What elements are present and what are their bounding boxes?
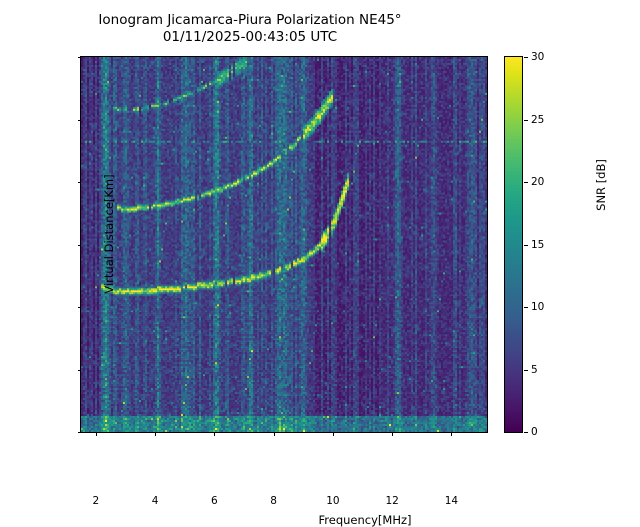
colorbar-gradient <box>505 57 522 432</box>
x-tick-label: 4 <box>151 495 159 507</box>
colorbar-tick-label: 30 <box>531 51 545 63</box>
x-tick-label: 8 <box>270 495 277 507</box>
x-tick-mark <box>332 432 334 436</box>
colorbar: 0 5 10 15 20 25 30 <box>504 51 544 438</box>
colorbar-tick-label: 0 <box>531 426 538 438</box>
x-tick-mark <box>392 432 394 436</box>
colorbar-tick-mark <box>524 369 528 371</box>
colorbar-tick-mark <box>524 307 528 308</box>
colorbar-tick-label: 15 <box>531 238 545 251</box>
y-tick-mark <box>77 307 81 308</box>
colorbar-tick-label: 5 <box>531 363 538 376</box>
colorbar-tick-mark <box>524 432 528 433</box>
y-tick-mark <box>77 369 81 371</box>
x-axis-label: Frequency[MHz] <box>318 513 412 527</box>
colorbar-tick-label: 20 <box>531 176 545 188</box>
chart-title: Ionogram Jicamarca-Piura Polarization NE… <box>98 12 402 45</box>
x-tick-label: 6 <box>211 495 218 507</box>
colorbar-tick-label: 25 <box>531 113 545 126</box>
y-tick-mark <box>77 182 81 183</box>
x-tick-label: 14 <box>444 495 459 507</box>
y-tick-mark <box>77 244 81 246</box>
colorbar-tick-mark <box>524 182 528 183</box>
x-tick-mark <box>155 432 157 436</box>
x-tick-mark <box>95 432 97 436</box>
x-tick-label: 10 <box>326 495 340 507</box>
y-tick-mark <box>77 432 81 433</box>
colorbar-label: SNR [dB] <box>594 159 608 211</box>
y-tick-mark <box>77 119 81 121</box>
x-tick-label: 2 <box>92 495 100 507</box>
y-tick-mark <box>77 57 81 58</box>
colorbar-tick-mark <box>524 119 528 121</box>
y-axis-label: Virtual Distance[Km] <box>102 174 116 294</box>
colorbar-tick-mark <box>524 57 528 58</box>
plot-area: Virtual Distance[Km] Frequency[MHz] 0500… <box>77 56 488 527</box>
ionogram-figure: Ionogram Jicamarca-Piura Polarization NE… <box>77 12 608 527</box>
ionogram-heatmap <box>81 57 487 432</box>
colorbar-tick-label: 10 <box>531 301 545 313</box>
x-tick-label: 12 <box>385 495 399 507</box>
x-tick-mark <box>214 432 216 436</box>
x-tick-mark <box>273 432 275 436</box>
x-tick-mark <box>451 432 453 436</box>
colorbar-tick-mark <box>524 244 528 246</box>
